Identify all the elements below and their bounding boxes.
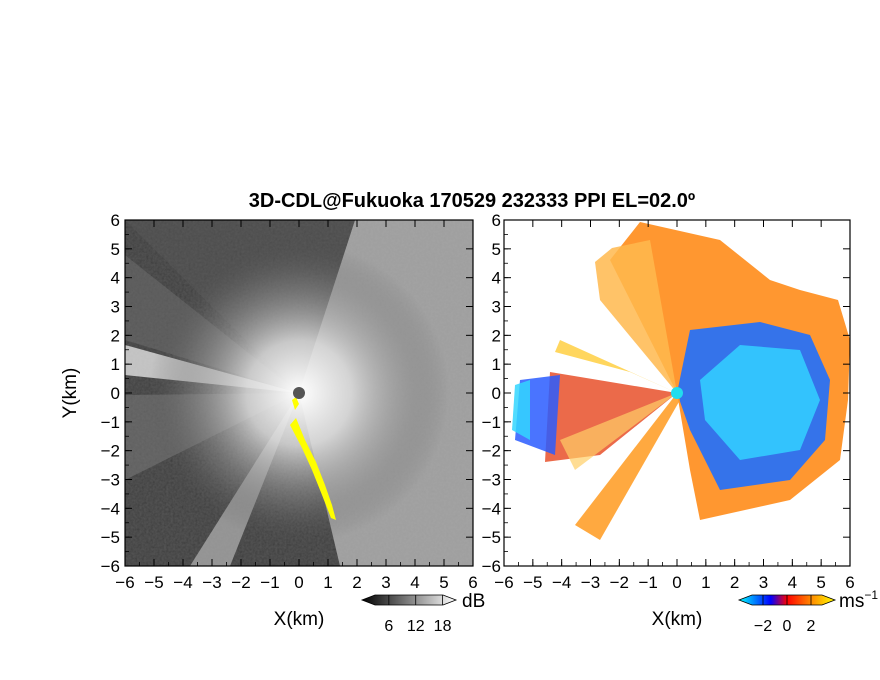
velocity-east-cyan (700, 345, 820, 460)
snr-y-tick-label: −6 (101, 557, 120, 576)
velocity-x-tick-label: −2 (610, 573, 629, 592)
snr-field (125, 220, 473, 566)
velocity-north-yellow (595, 240, 677, 393)
velocity-x-tick-label: −3 (581, 573, 600, 592)
velocity-y-tick-label: 5 (492, 240, 501, 259)
snr-colorbar-tick-label: 12 (407, 618, 425, 635)
snr-x-tick-label: 1 (323, 573, 332, 592)
velocity-x-tick-label: 3 (759, 573, 768, 592)
snr-x-tick-label: −1 (260, 573, 279, 592)
snr-panel: −6 −5 −4 −3 −2 −1 0 1 2 3 4 5 6 6 5 4 3 2 1 0 −1 −2 −3 −4 −5 −6 X… (60, 211, 478, 630)
snr-x-tick-label: −5 (144, 573, 163, 592)
snr-y-tick-label: −1 (101, 413, 120, 432)
snr-colorbar-unit: dB (462, 591, 485, 612)
velocity-colorbar-unit: ms−1 (839, 588, 878, 612)
velocity-southwest-fringe (560, 393, 677, 470)
snr-x-tick-label: 6 (468, 573, 477, 592)
velocity-x-tick-label: −1 (638, 573, 657, 592)
velocity-colorbar-ticks: −2 0 2 (754, 595, 816, 635)
velocity-y-tick-label: 3 (492, 298, 501, 317)
velocity-x-tick-label: 5 (816, 573, 825, 592)
snr-x-tick-label: 3 (381, 573, 390, 592)
velocity-west-cyan (512, 380, 530, 440)
snr-x-tick-label: 5 (439, 573, 448, 592)
velocity-field (504, 220, 850, 566)
snr-y-tick-label: 5 (111, 240, 120, 259)
snr-y-tick-label: 1 (111, 355, 120, 374)
velocity-y-tick-label: 0 (492, 384, 501, 403)
velocity-colorbar: ms−1 −2 0 2 (737, 588, 878, 635)
velocity-y-tick-label: 2 (492, 326, 501, 345)
velocity-colorbar-tick-label: 2 (807, 618, 816, 635)
snr-yellow-echo (290, 418, 336, 520)
velocity-x-tick-label: 4 (788, 573, 797, 592)
snr-y-tick-label: 4 (111, 269, 120, 288)
snr-colorbar-ticks: 6 12 18 (384, 595, 452, 635)
velocity-y-tick-label: −4 (482, 499, 501, 518)
velocity-x-tick-label: 0 (672, 573, 681, 592)
velocity-beam-sw (575, 393, 680, 540)
snr-x-tick-label: −2 (231, 573, 250, 592)
velocity-x-tick-label: −5 (523, 573, 542, 592)
radar-site-left (293, 387, 305, 399)
snr-x-axis-label: X(km) (274, 609, 325, 630)
velocity-y-tick-label: −2 (482, 442, 501, 461)
velocity-colorbar-tick-label: −2 (754, 618, 772, 635)
velocity-y-tick-label: −1 (482, 413, 501, 432)
velocity-colorbar-unit-base: ms (839, 591, 864, 612)
snr-y-tick-label: 0 (111, 384, 120, 403)
snr-y-axis-label: Y(km) (60, 368, 81, 419)
snr-y-tick-label: 3 (111, 298, 120, 317)
velocity-y-tick-label: −6 (482, 557, 501, 576)
snr-y-tick-label: 6 (111, 211, 120, 230)
snr-x-tick-label: −6 (115, 573, 134, 592)
snr-colorbar-tick-label: 18 (434, 618, 452, 635)
snr-y-tick-label: 2 (111, 326, 120, 345)
velocity-x-tick-label: 6 (845, 573, 854, 592)
velocity-colorbar-tick-label: 0 (783, 618, 792, 635)
radar-site-right (671, 387, 683, 399)
velocity-x-tick-label: −6 (494, 573, 513, 592)
velocity-colorbar-unit-exponent: −1 (864, 588, 878, 602)
snr-colorbar: dB 6 12 18 (360, 591, 485, 635)
velocity-y-tick-label: 4 (492, 269, 501, 288)
snr-x-tick-label: −3 (202, 573, 221, 592)
snr-colorbar-bar (360, 594, 458, 606)
velocity-beam-nw (555, 340, 677, 393)
chart-title: 3D-CDL@Fukuoka 170529 232333 PPI EL=02.0… (249, 190, 695, 212)
snr-x-tick-label: 0 (294, 573, 303, 592)
snr-ticks: −6 −5 −4 −3 −2 −1 0 1 2 3 4 5 6 6 5 4 3 2 1 0 −1 −2 −3 −4 −5 −6 (101, 211, 478, 592)
velocity-y-tick-label: 1 (492, 355, 501, 374)
snr-y-tick-label: −4 (101, 499, 120, 518)
snr-y-tick-label: −3 (101, 471, 120, 490)
snr-x-tick-label: 2 (352, 573, 361, 592)
snr-yellow-near (292, 397, 299, 410)
velocity-y-tick-label: −5 (482, 528, 501, 547)
snr-x-tick-label: −4 (173, 573, 192, 592)
snr-y-tick-label: −2 (101, 442, 120, 461)
snr-y-tick-label: −5 (101, 528, 120, 547)
velocity-y-tick-label: −3 (482, 471, 501, 490)
velocity-x-axis-label: X(km) (652, 609, 703, 630)
velocity-y-tick-label: 6 (492, 211, 501, 230)
snr-x-tick-label: 4 (410, 573, 419, 592)
velocity-x-tick-label: 2 (730, 573, 739, 592)
snr-colorbar-tick-label: 6 (384, 618, 393, 635)
velocity-x-tick-label: −4 (552, 573, 571, 592)
velocity-x-tick-label: 1 (701, 573, 710, 592)
